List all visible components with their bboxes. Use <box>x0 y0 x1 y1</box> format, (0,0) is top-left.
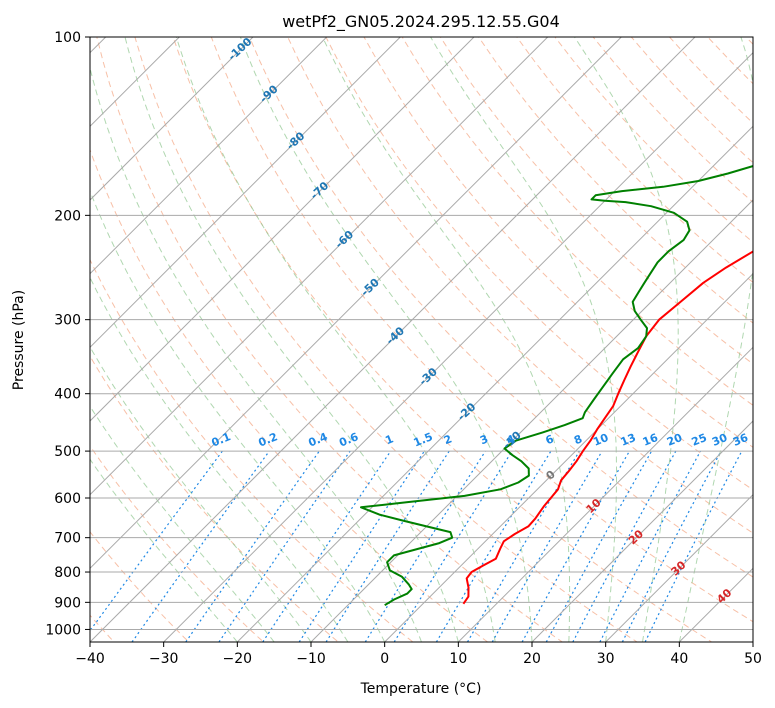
x-tick-label: −40 <box>75 651 105 667</box>
mixing-ratio-line <box>185 450 320 642</box>
x-tick-label: −30 <box>149 651 179 667</box>
moist-adiabat <box>124 37 459 642</box>
chart-title: wetPf2_GN05.2024.295.12.55.G04 <box>282 12 560 32</box>
mixing-ratio-label: 25 <box>690 431 709 449</box>
isotherm-line <box>90 37 254 201</box>
moist-adiabat <box>430 37 617 642</box>
dry-adiabat <box>172 37 713 642</box>
mixing-ratio-line <box>393 450 513 642</box>
mixing-ratio-label: 8 <box>572 432 584 447</box>
dry-adiabat <box>90 531 190 642</box>
moist-adiabat <box>90 458 238 642</box>
x-tick-label: 30 <box>597 651 615 667</box>
mixing-ratio-label: 20 <box>665 431 684 449</box>
x-tick-label: 0 <box>380 651 389 667</box>
x-axis-label: Temperature (°C) <box>360 681 482 697</box>
moist-adiabat <box>574 37 679 642</box>
dry-adiabat <box>90 445 265 642</box>
mixing-ratio-label: 3 <box>478 432 490 447</box>
isotherm-line <box>90 37 475 422</box>
mixing-ratio-line <box>325 450 450 642</box>
mixing-ratio-line <box>364 450 486 642</box>
dry-adiabat <box>363 37 753 448</box>
isotherm-line <box>90 37 328 275</box>
y-tick-label: 200 <box>54 208 81 224</box>
mixing-ratio-line <box>621 450 722 642</box>
temperature-line <box>462 250 753 605</box>
y-axis-label: Pressure (hPa) <box>11 290 27 390</box>
isotherm-line <box>457 346 753 642</box>
isotherm-line <box>384 272 753 642</box>
mixing-ratio-line <box>599 450 702 642</box>
dry-adiabat <box>210 37 753 623</box>
dry-adiabat <box>516 37 753 284</box>
plot-frame <box>89 36 754 643</box>
mixing-ratio-line <box>90 450 223 632</box>
isotherm-line <box>531 420 753 642</box>
moist-adiabat <box>90 189 386 642</box>
mixing-ratio-label: 10 <box>591 431 610 449</box>
mixing-ratio-line <box>521 450 631 642</box>
y-tick-label: 300 <box>54 313 81 329</box>
dry-adiabat <box>90 148 489 642</box>
dry-adiabat <box>134 37 638 642</box>
mixing-ratio-label: 1 <box>383 432 395 447</box>
x-tick-label: 20 <box>523 651 541 667</box>
moist-adiabat <box>239 37 533 642</box>
dry-adiabat <box>401 37 753 406</box>
dewpoint-line <box>360 165 753 607</box>
y-tick-label: 800 <box>54 565 81 581</box>
mixing-ratio-line <box>298 450 425 642</box>
mixing-ratio-line <box>572 450 677 642</box>
x-tick-label: 40 <box>670 651 688 667</box>
isotherm-line <box>236 125 753 642</box>
y-tick-label: 700 <box>54 531 81 547</box>
mixing-ratio-line <box>435 450 552 642</box>
y-tick-label: 900 <box>54 595 81 611</box>
x-tick-label: 50 <box>744 651 762 667</box>
isotherm-line <box>90 37 696 642</box>
isotherm-line <box>605 493 753 642</box>
mixing-ratio-line <box>545 450 653 642</box>
moist-adiabat <box>90 65 422 642</box>
mixing-ratio-label: 36 <box>731 431 750 449</box>
mixing-ratio-label: 30 <box>710 431 729 449</box>
x-tick-label: 10 <box>449 651 467 667</box>
dry-adiabat <box>248 37 753 578</box>
background-lines <box>90 37 753 642</box>
y-tick-label: 500 <box>54 444 81 460</box>
dry-adiabat <box>90 258 414 642</box>
dry-adiabat <box>325 37 753 491</box>
moist-adiabat <box>90 405 275 642</box>
mixing-ratio-label: 16 <box>641 431 660 449</box>
y-tick-label: 600 <box>54 491 81 507</box>
y-tick-label: 100 <box>54 30 81 46</box>
profile-lines <box>360 165 753 607</box>
x-tick-label: −10 <box>296 651 326 667</box>
mixing-ratio-label: 13 <box>619 431 638 449</box>
dry-adiabat <box>90 355 339 642</box>
y-axis: 100 200 300 400 500 600 700 800 900 1000 <box>45 30 90 638</box>
isotherm-line <box>163 51 753 642</box>
isotherm-line <box>90 37 549 496</box>
moist-adiabat <box>90 276 349 642</box>
y-tick-label: 400 <box>54 387 81 403</box>
dry-adiabat <box>96 37 564 642</box>
mixing-ratio-line <box>644 450 743 642</box>
x-axis: −40 −30 −20 −10 0 10 20 30 40 50 <box>75 642 762 667</box>
moist-adiabat <box>678 37 753 642</box>
mixing-ratio-line <box>491 450 603 642</box>
isotherm-line <box>90 37 622 570</box>
x-tick-label: −20 <box>223 651 253 667</box>
isotherm-line <box>310 199 753 642</box>
moist-adiabat <box>175 37 496 642</box>
mixing-ratio-label: 2 <box>442 432 454 447</box>
y-tick-label: 1000 <box>45 622 81 638</box>
isotherm-line <box>90 37 401 349</box>
moist-adiabat <box>322 37 571 642</box>
